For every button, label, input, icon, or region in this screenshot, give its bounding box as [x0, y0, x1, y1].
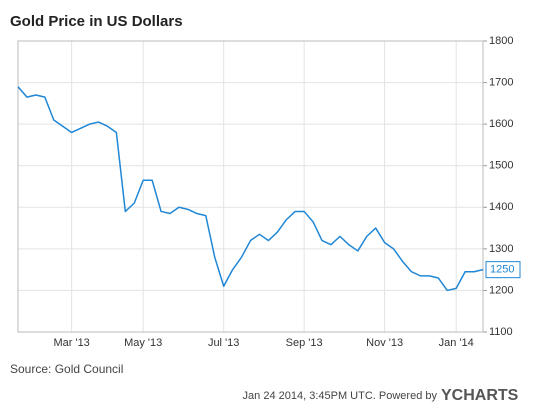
y-tick-label: 1700 [489, 76, 513, 88]
source: Source: Gold Council [10, 362, 123, 376]
last-value-label: 1250 [490, 264, 514, 276]
y-tick-label: 1800 [489, 35, 513, 47]
y-tick-label: 1100 [489, 326, 513, 338]
last-value-box [485, 261, 521, 279]
footer: Jan 24 2014, 3:45PM UTC. Powered by [243, 390, 438, 402]
x-tick-label: Sep '13 [286, 337, 323, 349]
chart-title: Gold Price in US Dollars [10, 13, 183, 30]
x-tick-label: Jul '13 [208, 337, 239, 349]
plot-frame [17, 40, 484, 333]
x-tick-label: May '13 [124, 337, 162, 349]
brand[interactable]: YCHARTS [441, 387, 519, 404]
price-line [17, 86, 484, 292]
y-tick-label: 1600 [489, 118, 513, 130]
y-tick-label: 1400 [489, 201, 513, 213]
x-tick-label: Nov '13 [366, 337, 403, 349]
y-tick-label: 1500 [489, 160, 513, 172]
x-tick-label: Mar '13 [53, 337, 89, 349]
x-tick-label: Jan '14 [439, 337, 474, 349]
y-tick-label: 1300 [489, 243, 513, 255]
y-tick-label: 1200 [489, 284, 513, 296]
